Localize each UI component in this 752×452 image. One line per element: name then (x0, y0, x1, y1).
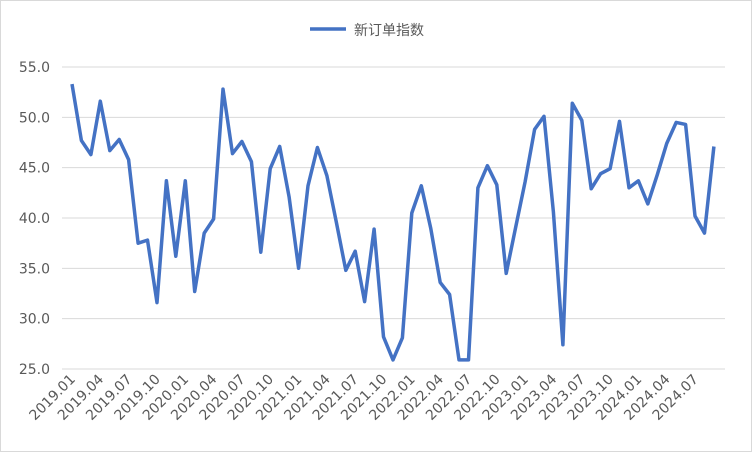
y-tick-label: 25.0 (19, 362, 50, 378)
y-tick-label: 45.0 (19, 161, 50, 177)
data-line (70, 83, 716, 362)
y-tick-label: 50.0 (19, 110, 50, 126)
y-tick-label: 40.0 (19, 211, 50, 227)
y-tick-label: 55.0 (19, 60, 50, 76)
y-tick-label: 35.0 (19, 261, 50, 277)
legend-label: 新订单指数 (354, 23, 424, 39)
y-tick-label: 30.0 (19, 312, 50, 328)
